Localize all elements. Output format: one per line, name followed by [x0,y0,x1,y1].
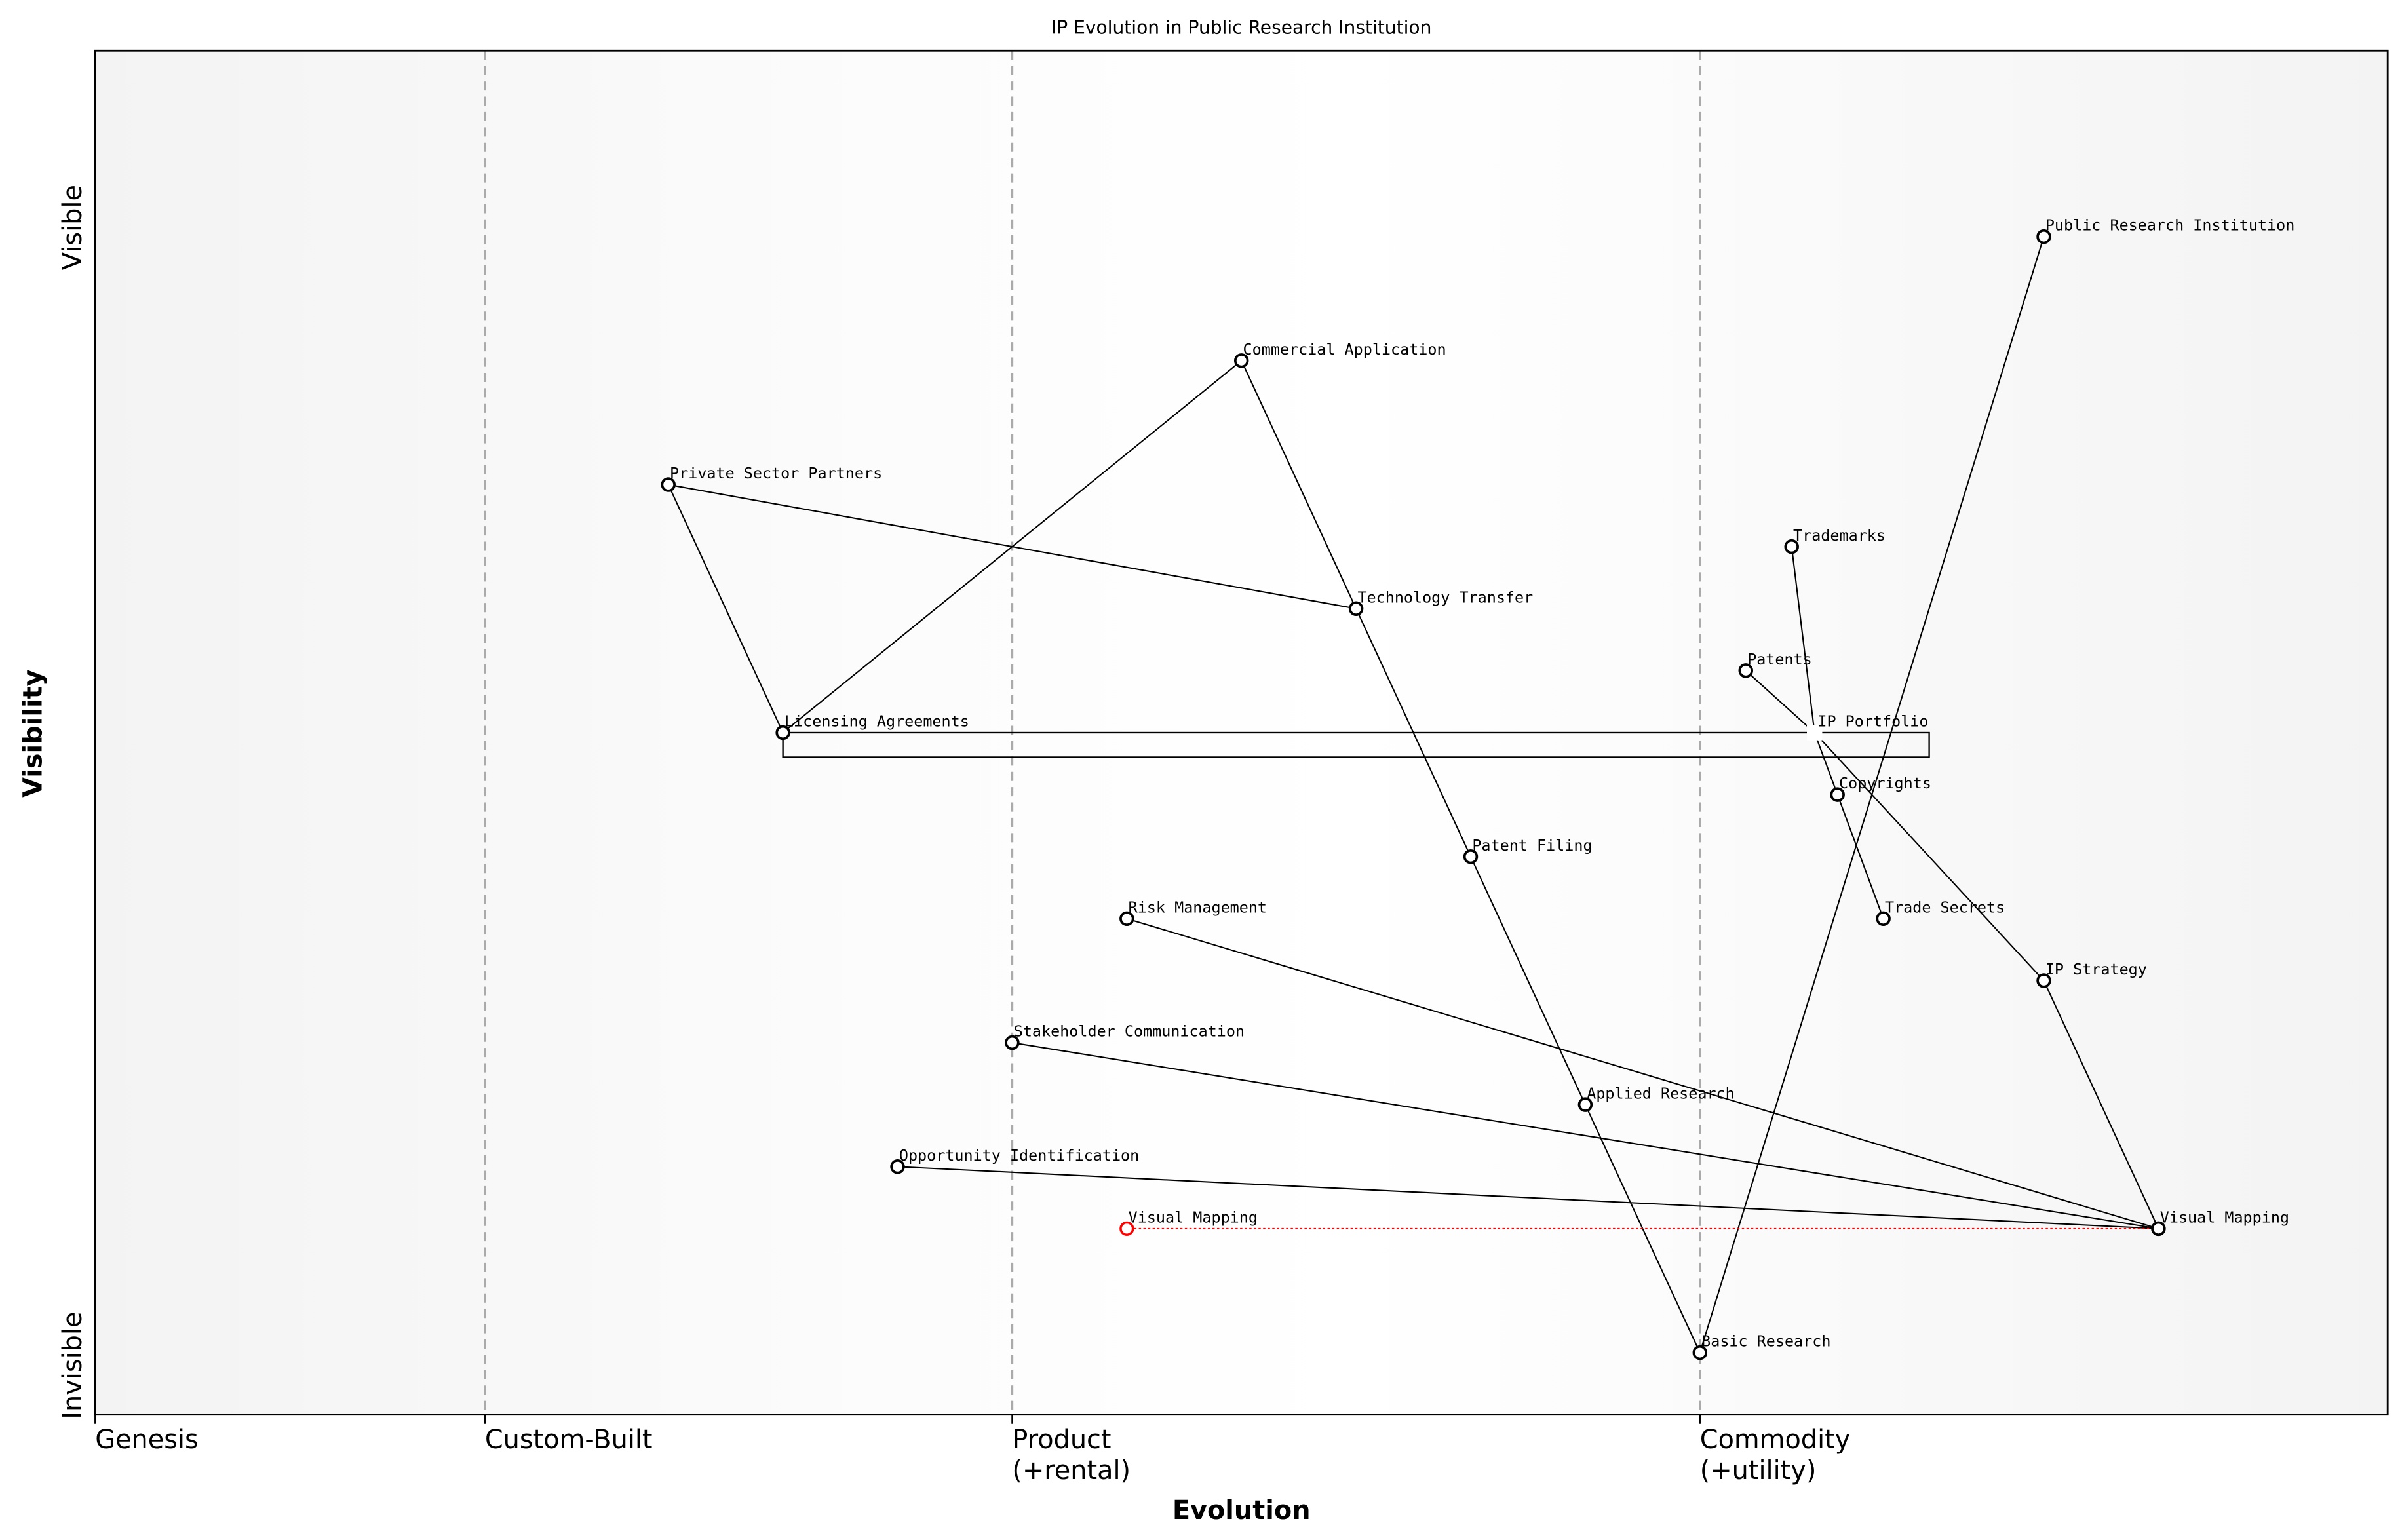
component-node [1463,849,1479,864]
link-line [897,1166,2159,1229]
link-line [1127,917,2159,1229]
component-node [1876,911,1891,927]
link-line [2043,980,2159,1229]
y-axis-title: Visibility [18,669,48,798]
x-tick-label: Commodity (+utility) [1700,1425,1851,1486]
component-label: Copyrights [1839,774,1931,792]
component-node [1692,1345,1708,1360]
component-node [1577,1097,1593,1112]
component-label: Applied Research [1587,1084,1734,1102]
component-label: Basic Research [1701,1332,1830,1351]
link-line [1813,732,1838,795]
link-line [1745,670,1815,733]
pipeline-label: IP Portfolio [1817,712,1928,731]
component-label: Stakeholder Communication [1014,1022,1245,1041]
x-tick-label: Genesis [95,1425,199,1455]
evolved-node [1119,1221,1134,1237]
component-label: Patent Filing [1472,836,1592,855]
pipeline-marker [1806,725,1823,741]
link-line [1836,794,1884,919]
component-label: Private Sector Partners [670,464,882,482]
component-node [1348,601,1364,617]
component-node [890,1159,905,1174]
component-node [2151,1221,2166,1237]
x-axis-title: Evolution [1172,1495,1311,1526]
evolved-node-label: Visual Mapping [1129,1208,1258,1227]
link-line [667,484,784,733]
link-line [1470,856,1586,1106]
component-node [1233,353,1249,368]
x-tick-label: Product (+rental) [1012,1425,1131,1486]
component-node [2036,973,2051,988]
component-label: Visual Mapping [2160,1208,2289,1227]
component-node [1119,911,1134,927]
component-node [661,477,676,492]
link-line [1241,360,1357,609]
component-label: Licensing Agreements [784,712,969,731]
plot-frame [94,49,2389,1416]
component-node [2036,229,2051,244]
component-node [1830,787,1845,802]
link-line [1790,547,1815,733]
link-line [1813,732,2045,982]
component-node [1738,663,1754,678]
component-node [1784,539,1799,554]
component-label: Patents [1747,650,1812,668]
y-tick-invisible: Invisible [58,1312,88,1419]
component-label: Risk Management [1129,898,1267,916]
component-node [1005,1035,1020,1050]
component-label: Commercial Application [1243,340,1446,358]
component-label: Technology Transfer [1357,588,1533,606]
component-label: Trademarks [1793,526,1886,545]
component-label: Opportunity Identification [899,1146,1139,1165]
chart-title: IP Evolution in Public Research Institut… [1051,17,1431,39]
link-line [782,360,1242,733]
pipeline-box [782,731,1930,758]
component-label: IP Strategy [2045,960,2147,978]
x-tick-label: Custom-Built [485,1425,653,1455]
y-tick-visible: Visible [58,185,88,270]
component-label: Trade Secrets [1885,898,2005,916]
link-line [1012,1042,2159,1229]
component-node [775,725,790,741]
component-label: Public Research Institution [2045,216,2294,235]
